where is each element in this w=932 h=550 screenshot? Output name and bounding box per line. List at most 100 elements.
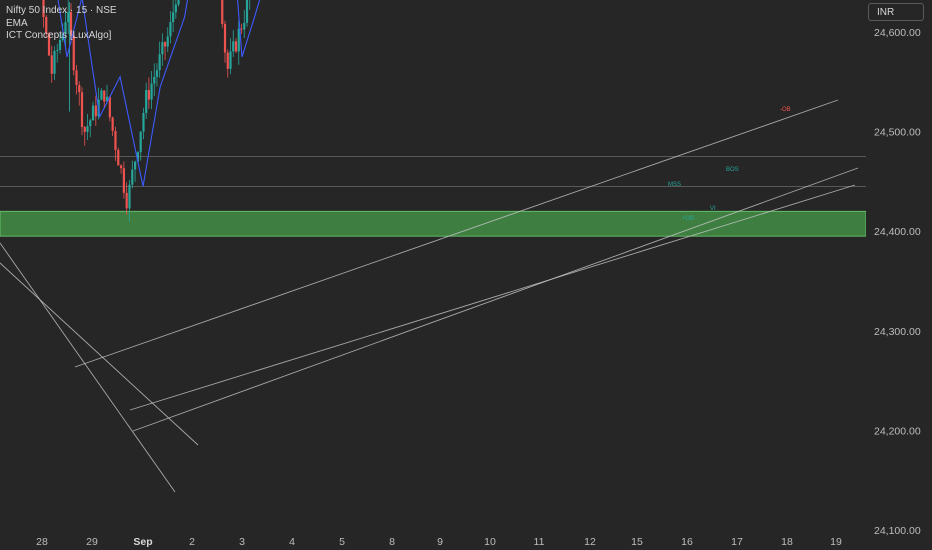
candle[interactable] <box>150 70 153 110</box>
candle[interactable] <box>229 38 232 75</box>
candle[interactable] <box>53 46 56 80</box>
candle[interactable] <box>78 81 81 106</box>
candle-body <box>67 12 70 23</box>
candle[interactable] <box>128 179 131 222</box>
candle[interactable] <box>100 88 103 101</box>
candle-body <box>128 184 131 209</box>
candle[interactable] <box>89 118 92 138</box>
candle-body <box>89 120 92 127</box>
zones-layer <box>0 156 867 237</box>
candle[interactable] <box>86 113 89 141</box>
candle[interactable] <box>111 116 114 136</box>
candle[interactable] <box>125 182 128 215</box>
candle-body <box>61 33 64 41</box>
candle[interactable] <box>83 125 86 146</box>
x-tick-label: 17 <box>731 536 743 548</box>
indicator-ema[interactable]: EMA <box>6 17 28 29</box>
candle[interactable] <box>234 38 238 54</box>
candle[interactable] <box>69 3 73 44</box>
candle[interactable] <box>249 0 251 10</box>
candle[interactable] <box>122 161 125 199</box>
candles-layer <box>42 0 251 222</box>
candle-body <box>69 12 73 36</box>
candle[interactable] <box>108 95 111 122</box>
channel-layer <box>0 99 859 493</box>
candle[interactable] <box>119 164 123 174</box>
candle-body <box>145 90 148 114</box>
candle[interactable] <box>50 45 53 83</box>
candle-body <box>229 51 232 69</box>
x-tick-label: 10 <box>484 536 496 548</box>
symbol-title[interactable]: Nifty 50 Index · 15 · NSE <box>6 5 117 16</box>
y-tick-label: 24,100.00 <box>874 525 921 537</box>
candle-body <box>243 22 246 30</box>
candle[interactable] <box>47 32 51 57</box>
candle[interactable] <box>133 160 137 182</box>
candle[interactable] <box>223 20 227 63</box>
candle[interactable] <box>58 33 62 54</box>
candle[interactable] <box>163 41 167 61</box>
candle[interactable] <box>172 0 175 33</box>
candle[interactable] <box>142 107 145 140</box>
candle[interactable] <box>139 131 142 161</box>
candle[interactable] <box>94 95 97 126</box>
candle[interactable] <box>243 10 246 39</box>
candle[interactable] <box>42 0 45 28</box>
candle[interactable] <box>174 0 177 19</box>
annotation-layer: -OB BOS MSS VI +OB <box>668 107 791 222</box>
chart-legend: Nifty 50 Index · 15 · NSE EMA ICT Concep… <box>6 5 117 43</box>
candle-body <box>119 165 123 169</box>
candle-body <box>136 152 139 162</box>
candle[interactable] <box>153 63 156 96</box>
price-axis-background <box>866 0 932 550</box>
y-tick-label: 24,400.00 <box>874 226 921 238</box>
candle-body <box>117 150 120 166</box>
up-channel-lower <box>132 167 859 432</box>
candle[interactable] <box>117 147 120 166</box>
candle[interactable] <box>226 49 229 78</box>
candle[interactable] <box>177 0 180 7</box>
x-tick-label: 12 <box>584 536 596 548</box>
candle[interactable] <box>169 11 172 44</box>
indicator-ict-concepts[interactable]: ICT Concepts [LuxAlgo] <box>6 30 112 41</box>
time-axis: 28 29 Sep 2 3 4 5 8 9 10 11 12 15 16 17 18 19 <box>36 536 842 548</box>
candle[interactable] <box>131 160 134 189</box>
x-tick-label: 16 <box>681 536 693 548</box>
mid-channel <box>129 184 856 411</box>
candle[interactable] <box>147 77 150 109</box>
candle[interactable] <box>56 43 59 63</box>
candle[interactable] <box>75 64 78 95</box>
x-tick-label: 28 <box>36 536 48 548</box>
candle[interactable] <box>105 84 109 104</box>
candle[interactable] <box>237 20 240 65</box>
candle[interactable] <box>80 87 84 136</box>
candle[interactable] <box>67 0 70 35</box>
x-tick-label: 19 <box>830 536 842 548</box>
candle[interactable] <box>64 11 67 46</box>
candle-body <box>105 96 109 102</box>
candle-body <box>161 42 164 55</box>
candle[interactable] <box>114 126 117 162</box>
candle-body <box>169 22 172 37</box>
candle[interactable] <box>161 33 164 66</box>
candle-body <box>147 90 150 100</box>
candle[interactable] <box>221 0 224 28</box>
candle[interactable] <box>232 30 235 58</box>
candle[interactable] <box>155 63 159 87</box>
candle[interactable] <box>103 90 106 109</box>
candle[interactable] <box>166 27 169 53</box>
candle-body <box>232 41 235 52</box>
candle-body <box>75 70 78 85</box>
candle[interactable] <box>91 101 95 121</box>
candle[interactable] <box>145 82 148 119</box>
currency-selector[interactable]: INR <box>868 3 924 21</box>
candle[interactable] <box>245 0 249 27</box>
candle[interactable] <box>72 31 75 76</box>
candle[interactable] <box>158 41 161 78</box>
candle[interactable] <box>45 15 48 37</box>
candle-body <box>42 0 45 17</box>
candle[interactable] <box>240 23 243 34</box>
x-tick-label: 8 <box>389 536 395 548</box>
